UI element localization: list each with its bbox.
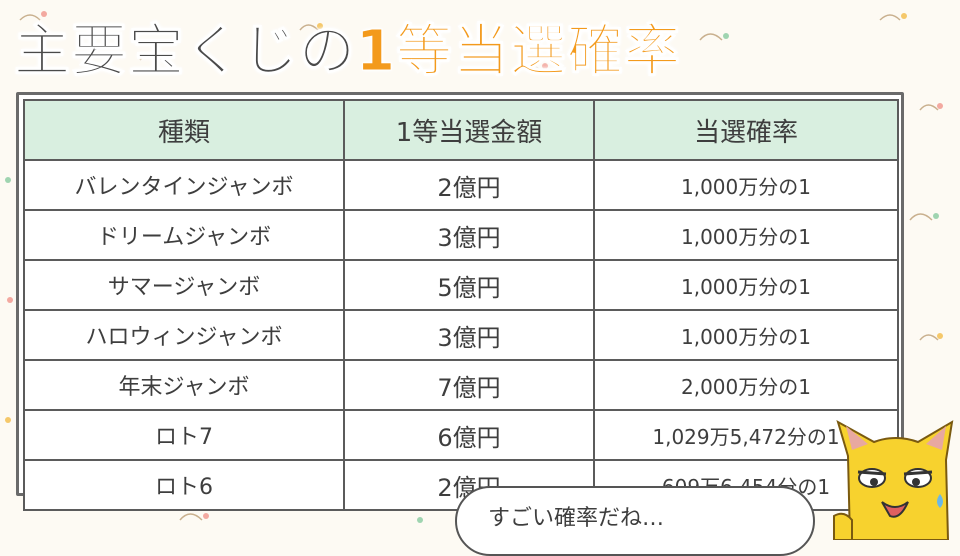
- header-probability: 当選確率: [593, 99, 899, 161]
- cell-probability: 2,000万分の1: [593, 359, 899, 411]
- cell-lottery-name: バレンタインジャンボ: [23, 159, 345, 211]
- cell-probability: 1,000万分の1: [593, 309, 899, 361]
- table-row: ロト7 6億円 1,029万5,472分の1: [23, 409, 899, 461]
- speech-bubble-text: すごい確率だね…: [488, 506, 665, 531]
- cell-prize-amount: 2億円: [343, 159, 595, 211]
- cell-probability: 1,000万分の1: [593, 209, 899, 261]
- cell-prize-amount: 5億円: [343, 259, 595, 311]
- title-part-main: 主要宝くじの: [14, 18, 356, 84]
- cell-prize-amount: 3億円: [343, 209, 595, 261]
- cell-probability: 1,000万分の1: [593, 159, 899, 211]
- header-amount: 1等当選金額: [343, 99, 595, 161]
- cell-lottery-name: 年末ジャンボ: [23, 359, 345, 411]
- header-type: 種類: [23, 99, 345, 161]
- table-row: ロト6 2億円 609万6,454分の1: [23, 459, 899, 511]
- cell-probability: 1,000万分の1: [593, 259, 899, 311]
- lottery-probability-table: 種類 1等当選金額 当選確率 バレンタインジャンボ 2億円 1,000万分の1 …: [23, 99, 899, 511]
- table-row: サマージャンボ 5億円 1,000万分の1: [23, 259, 899, 311]
- title-part-highlight: 1等当選確率: [356, 18, 681, 84]
- cell-prize-amount: 3億円: [343, 309, 595, 361]
- cell-lottery-name: ロト6: [23, 459, 345, 511]
- lottery-table-frame: 種類 1等当選金額 当選確率 バレンタインジャンボ 2億円 1,000万分の1 …: [16, 92, 904, 511]
- cell-lottery-name: ハロウィンジャンボ: [23, 309, 345, 361]
- cell-prize-amount: 6億円: [343, 409, 595, 461]
- table-row: 年末ジャンボ 7億円 2,000万分の1: [23, 359, 899, 411]
- table-row: ハロウィンジャンボ 3億円 1,000万分の1: [23, 309, 899, 361]
- cell-lottery-name: ドリームジャンボ: [23, 209, 345, 261]
- cell-prize-amount: 7億円: [343, 359, 595, 411]
- table-row: バレンタインジャンボ 2億円 1,000万分の1: [23, 159, 899, 211]
- table-row: ドリームジャンボ 3億円 1,000万分の1: [23, 209, 899, 261]
- page-title: 主要宝くじの 1等当選確率: [14, 6, 681, 86]
- cell-lottery-name: ロト7: [23, 409, 345, 461]
- cat-mascot-icon: [833, 419, 954, 540]
- table-header-row: 種類 1等当選金額 当選確率: [23, 99, 899, 161]
- cell-lottery-name: サマージャンボ: [23, 259, 345, 311]
